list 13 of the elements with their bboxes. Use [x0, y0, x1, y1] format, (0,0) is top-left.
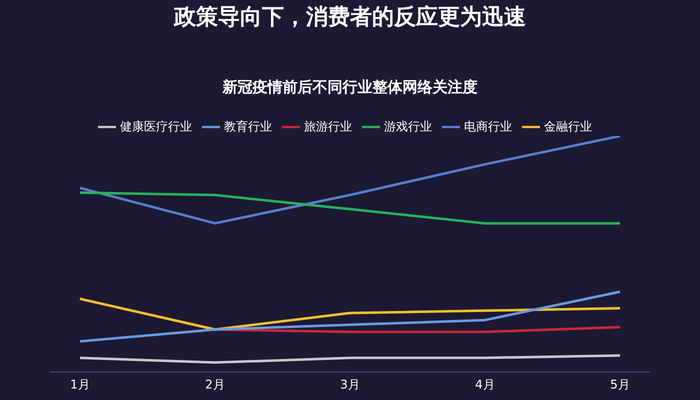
legend-label: 游戏行业: [384, 119, 432, 134]
legend-label: 教育行业: [224, 119, 272, 134]
x-tick-label: 4月: [475, 378, 495, 392]
x-tick-label: 1月: [70, 378, 90, 392]
chart-title: 政策导向下，消费者的反应更为迅速: [172, 4, 527, 32]
legend-label: 电商行业: [464, 119, 512, 134]
legend-label: 金融行业: [544, 119, 592, 134]
legend-label: 健康医疗行业: [120, 119, 192, 134]
legend-label: 旅游行业: [304, 119, 352, 134]
x-tick-label: 5月: [610, 378, 630, 392]
chart-subtitle: 新冠疫情前后不同行业整体网络关注度: [221, 78, 478, 97]
x-tick-label: 3月: [340, 378, 360, 392]
x-tick-label: 2月: [205, 378, 225, 392]
